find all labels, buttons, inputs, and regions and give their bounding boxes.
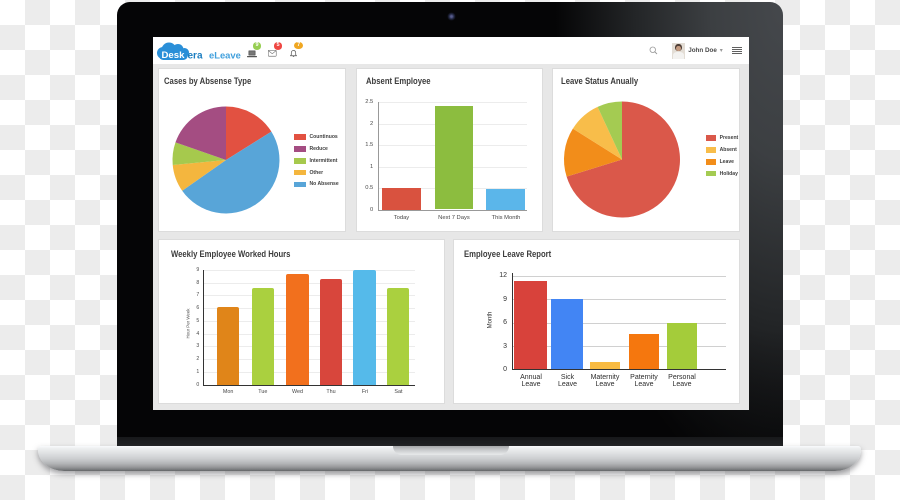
svg-text:Desk: Desk (161, 50, 185, 61)
svg-text:eLeave: eLeave (209, 49, 241, 60)
svg-text:era: era (187, 50, 202, 61)
